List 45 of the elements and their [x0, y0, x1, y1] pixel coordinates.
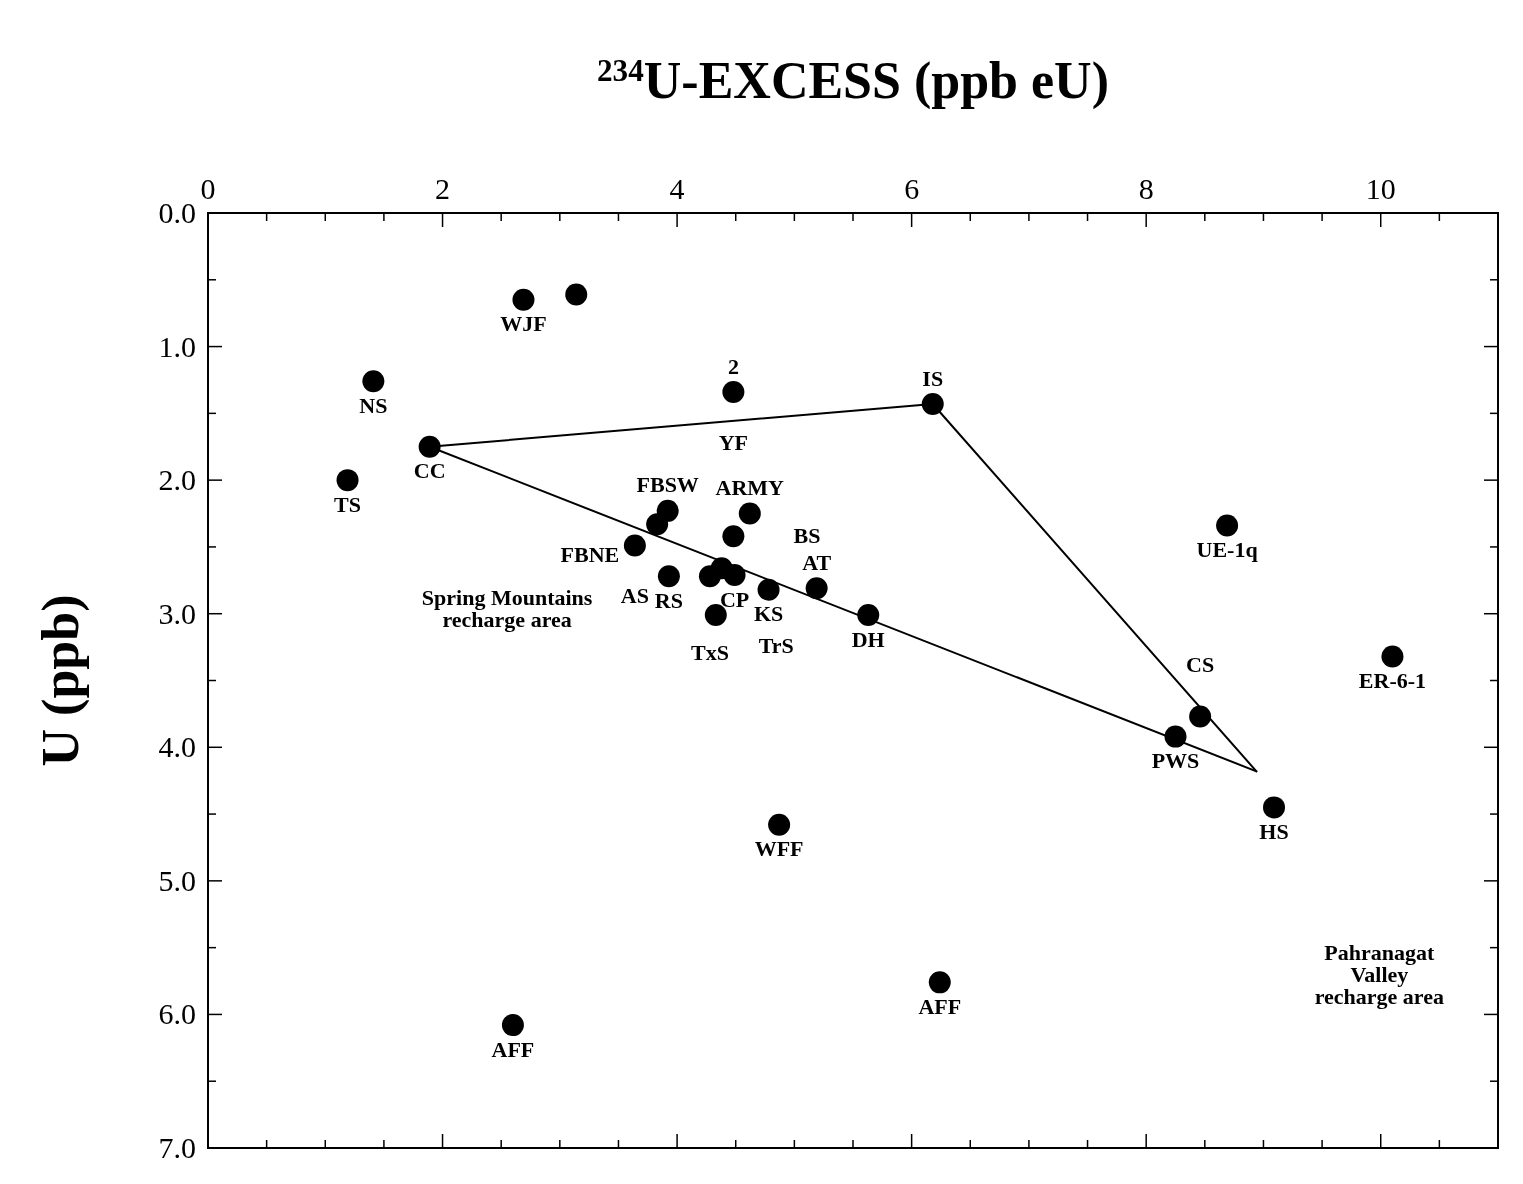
- annotation: NS: [359, 392, 388, 418]
- annotation: BS: [793, 522, 821, 548]
- annotation: ER-6-1: [1358, 668, 1427, 694]
- annotation: HS: [1259, 818, 1289, 844]
- x-tick-label: 10: [1365, 172, 1396, 205]
- y-tick-label: 4.0: [158, 730, 196, 764]
- annotation: RS: [654, 587, 683, 613]
- x-tick-label: 6: [904, 172, 920, 205]
- annotation: CC: [413, 458, 446, 484]
- annotation: CS: [1186, 652, 1215, 678]
- x-axis-title: $^{234}$U-EXCESS (ppb eU): [597, 52, 1109, 110]
- annotation: Spring Mountains recharge area: [421, 584, 593, 632]
- annotation: ARMY: [715, 475, 785, 501]
- annotation: FBNE: [560, 541, 620, 567]
- annotation: KS: [753, 601, 784, 627]
- y-tick-label: 2.0: [158, 463, 196, 497]
- y-tick-label: 1.0: [158, 329, 196, 363]
- x-tick-label: 8: [1138, 172, 1154, 205]
- annotation: IS: [922, 365, 944, 391]
- annotation: AFF: [491, 1036, 535, 1062]
- y-tick-label: 0.0: [158, 196, 196, 229]
- annotation: TrS: [758, 632, 794, 658]
- annotation: FBSW: [636, 472, 699, 498]
- x-tick-label: 0: [200, 172, 216, 205]
- annotation: CP: [719, 586, 750, 612]
- annotation: DH: [851, 626, 885, 652]
- annotation: PWS: [1151, 748, 1200, 774]
- annotation: WFF: [754, 836, 804, 862]
- annotation: 2: [727, 353, 739, 379]
- annotation: AFF: [918, 993, 962, 1019]
- y-tick-label: 6.0: [158, 997, 196, 1031]
- annotation: AT: [802, 549, 832, 575]
- x-tick-label: 2: [435, 172, 451, 205]
- annotation: WJF: [500, 311, 547, 337]
- y-tick-label: 3.0: [158, 596, 196, 630]
- annotation: TxS: [690, 639, 729, 665]
- y-tick-label: 5.0: [158, 863, 196, 897]
- y-axis-title: U (ppb): [32, 594, 90, 767]
- x-tick-label: 4: [669, 172, 685, 205]
- annotation: AS: [620, 583, 649, 609]
- annotation: TS: [334, 491, 362, 517]
- annotation: UE-1q: [1196, 537, 1259, 563]
- y-tick-label: 7.0: [158, 1131, 196, 1164]
- annotation: Pahranagat Valley recharge area: [1314, 939, 1444, 1009]
- annotation: YF: [718, 429, 749, 455]
